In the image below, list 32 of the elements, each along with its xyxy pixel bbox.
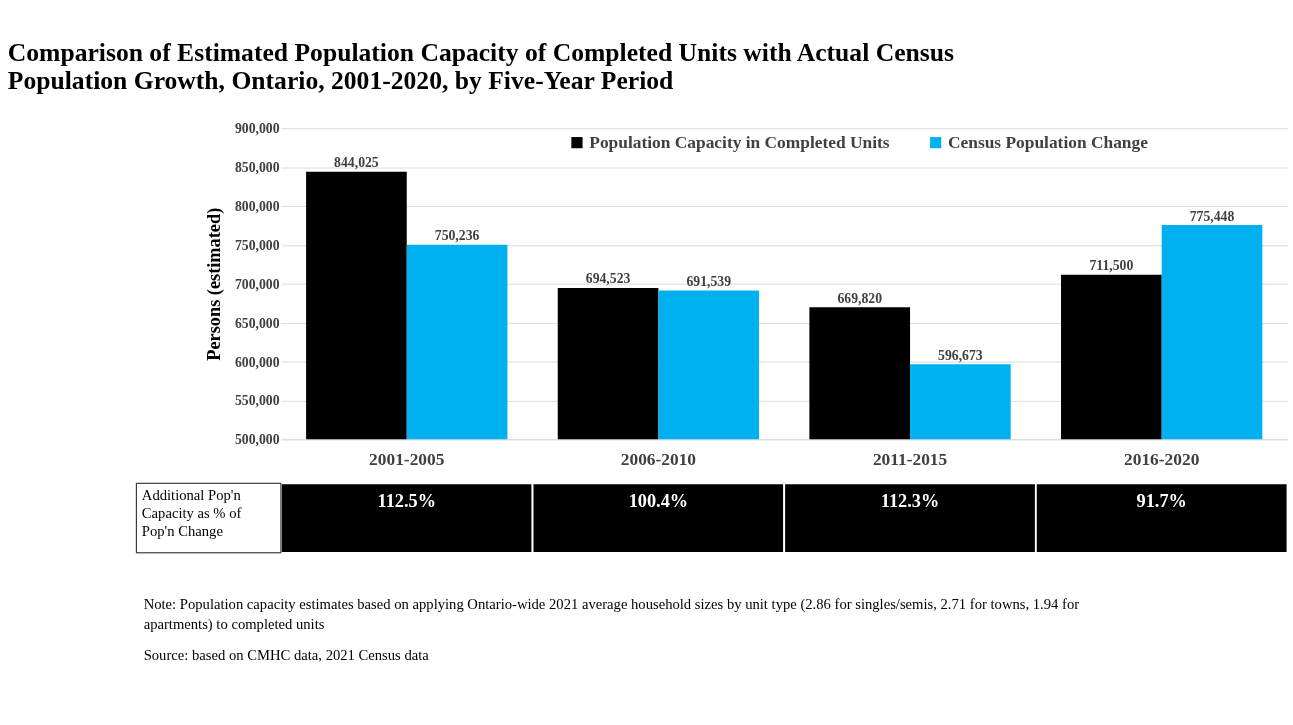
x-tick-label: 2001-2005 [369, 449, 445, 469]
y-tick-label: 800,000 [234, 199, 280, 215]
text: 844,025 [334, 155, 379, 171]
annotation: 91.7% [1136, 491, 1187, 512]
text: 691,539 [686, 273, 732, 289]
legend-label: Population Capacity in Completed Units [589, 133, 890, 153]
text: 711,500 [1089, 258, 1134, 274]
y-tick-label: 500,000 [234, 432, 280, 448]
text: 596,673 [938, 347, 983, 363]
text: Additional Pop'n Capacity as % of Pop'n Change [141, 486, 242, 540]
text: 775,448 [1189, 208, 1235, 224]
y-tick-label: 550,000 [234, 393, 280, 409]
source-note: Source: based on CMHC data, 2021 Census data [143, 646, 430, 663]
x-tick-label: 2016-2020 [1124, 449, 1200, 469]
y-tick-label: 700,000 [234, 276, 280, 292]
text: 669,820 [837, 290, 883, 306]
annotation: 112.5% [377, 491, 436, 512]
text: 750,236 [434, 228, 480, 244]
annotation: 112.3% [880, 491, 940, 512]
chart-title: Comparison of Estimated Population Capacity of Completed Units with Actual Census Population Growth, Ontario, 2001-2020, by Five-Year Period [7, 38, 954, 95]
annotation: 100.4% [628, 491, 689, 512]
y-tick-label: 750,000 [234, 237, 280, 253]
x-tick-label: 2011-2015 [872, 449, 948, 469]
y-tick-label: 600,000 [234, 354, 280, 370]
y-axis-title: Persons (estimated) [204, 207, 226, 361]
y-tick-label: 850,000 [234, 160, 280, 176]
x-tick-label: 2006-2010 [620, 449, 697, 469]
y-tick-label: 900,000 [234, 121, 280, 137]
text: Note: Population capacity estimates based on applying Ontario-wide 2021 average household sizes by unit type (2.86 for singles/semis, 2.71 for towns, 1.94 for apartments) to completed units [143, 595, 1080, 633]
y-tick-label: 650,000 [234, 315, 280, 331]
legend-label: Census Population Change [948, 133, 1149, 153]
text: 694,523 [585, 271, 631, 287]
